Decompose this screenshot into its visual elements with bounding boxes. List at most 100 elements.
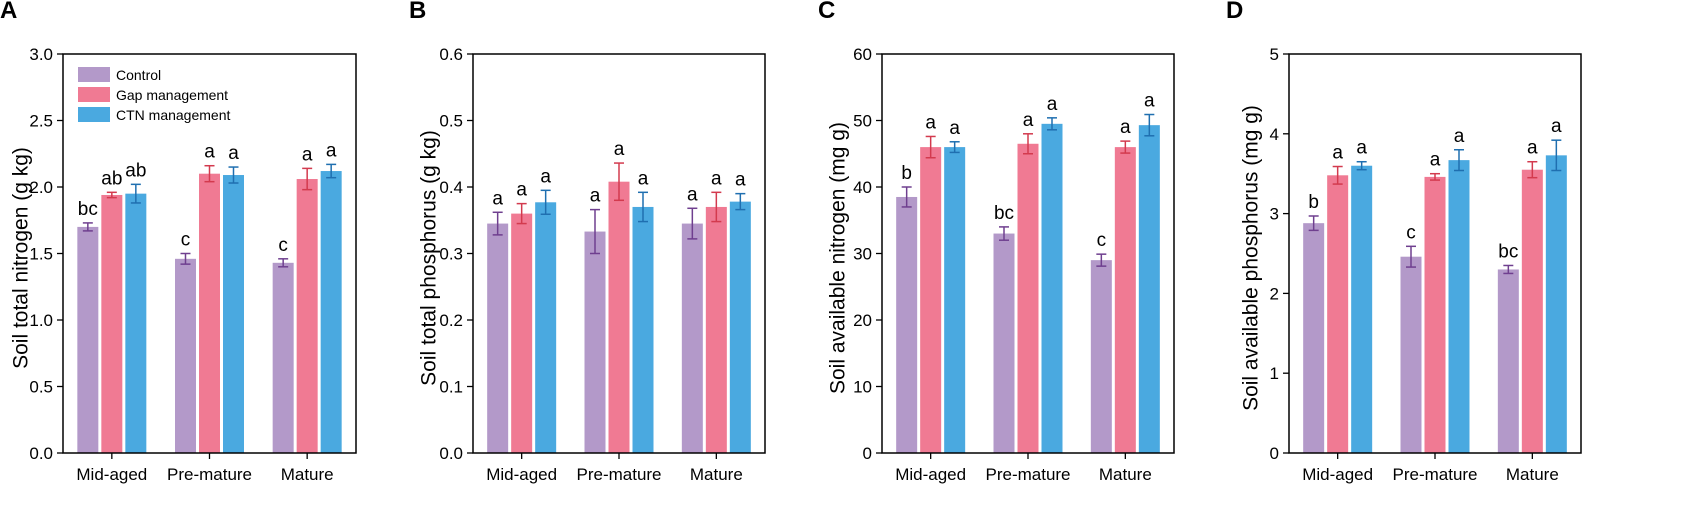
significance-letter: c bbox=[1097, 230, 1107, 251]
significance-letter: a bbox=[1527, 138, 1538, 159]
bar-ctn-management bbox=[632, 206, 654, 453]
bar-control bbox=[1090, 260, 1112, 453]
x-tick-label: Mid-aged bbox=[1302, 465, 1373, 484]
y-tick-label: 3.0 bbox=[29, 45, 53, 64]
significance-letter: a bbox=[1047, 94, 1058, 115]
y-tick-label: 5 bbox=[1270, 45, 1279, 64]
panel-a: A Soil total nitrogen (g kg) 0.0 0.5 1.0 1.5 2… bbox=[0, 0, 357, 484]
panel-c: C Soil available nitrogen (mg g) 0 10 20 30 40… bbox=[818, 0, 1175, 484]
panel-b: B Soil total phosphorus (g kg) 0.0 0.1 0.2 0.… bbox=[409, 0, 766, 484]
y-tick-label: 50 bbox=[853, 112, 872, 131]
significance-letter: bc bbox=[994, 203, 1014, 224]
bar-ctn-management bbox=[125, 193, 147, 453]
significance-letter: a bbox=[204, 142, 215, 163]
bar-gap-management bbox=[1017, 143, 1039, 453]
legend-swatch bbox=[78, 67, 110, 82]
bar-control bbox=[993, 233, 1015, 453]
x-tick-label: Pre-mature bbox=[576, 465, 661, 484]
plot-frame bbox=[472, 53, 766, 454]
bar-gap-management bbox=[1521, 169, 1543, 453]
y-tick-label: 2 bbox=[1270, 284, 1279, 303]
bar-gap-management bbox=[199, 173, 220, 453]
bar-control bbox=[1497, 269, 1519, 453]
significance-letter: a bbox=[1356, 138, 1367, 159]
bar-ctn-management bbox=[1138, 125, 1160, 453]
bar-gap-management bbox=[920, 147, 942, 453]
significance-letter: a bbox=[1454, 126, 1465, 147]
bar-ctn-management bbox=[1351, 165, 1373, 453]
significance-letter: a bbox=[326, 140, 337, 161]
significance-letter: a bbox=[949, 118, 960, 139]
bar-gap-management bbox=[1424, 176, 1446, 453]
panel-letter: D bbox=[1226, 0, 1243, 24]
significance-letter: a bbox=[735, 170, 746, 191]
y-tick-label: 0.5 bbox=[439, 112, 463, 131]
significance-letter: bc bbox=[78, 199, 98, 220]
y-tick-label: 30 bbox=[853, 245, 872, 264]
bar-control bbox=[896, 196, 918, 453]
bar-ctn-management bbox=[729, 201, 751, 453]
legend-label: Gap management bbox=[116, 87, 228, 103]
y-tick-label: 10 bbox=[853, 378, 872, 397]
x-tick-label: Mature bbox=[1099, 465, 1152, 484]
significance-letter: a bbox=[1430, 150, 1441, 171]
bar-gap-management bbox=[296, 179, 318, 453]
y-tick-label: 0.1 bbox=[439, 378, 463, 397]
bar-gap-management bbox=[608, 181, 630, 453]
y-tick-label: 0.6 bbox=[439, 45, 463, 64]
bar-ctn-management bbox=[223, 175, 244, 453]
panel-d: D Soil available phosphorus (mg g) 0 1 2 3 4 5 M… bbox=[1226, 0, 1582, 484]
legend-swatch bbox=[78, 107, 110, 122]
panel-letter: B bbox=[409, 0, 426, 24]
y-axis-label: Soil available phosphorus (mg g) bbox=[1240, 105, 1263, 411]
bar-gap-management bbox=[1327, 175, 1349, 453]
y-tick-label: 0.5 bbox=[29, 378, 53, 397]
significance-letter: a bbox=[540, 166, 551, 187]
panel-letter: C bbox=[818, 0, 835, 24]
bar-control bbox=[487, 223, 509, 453]
significance-letter: a bbox=[302, 144, 313, 165]
bar-control bbox=[584, 231, 606, 453]
y-tick-label: 0 bbox=[863, 444, 872, 463]
bar-control bbox=[1303, 223, 1325, 453]
y-tick-label: 0.4 bbox=[439, 178, 463, 197]
y-tick-label: 20 bbox=[853, 311, 872, 330]
x-tick-label: Mid-aged bbox=[486, 465, 557, 484]
significance-letter: a bbox=[1332, 143, 1343, 164]
significance-letter: c bbox=[1406, 222, 1416, 243]
x-tick-label: Pre-mature bbox=[1392, 465, 1477, 484]
y-tick-label: 2.5 bbox=[29, 112, 53, 131]
bar-control bbox=[175, 258, 196, 453]
significance-letter: a bbox=[590, 186, 601, 207]
plot-frame bbox=[881, 53, 1175, 454]
y-tick-label: 0.3 bbox=[439, 245, 463, 264]
plot-frame bbox=[1288, 53, 1582, 454]
significance-letter: bc bbox=[1498, 241, 1518, 262]
significance-letter: ab bbox=[125, 160, 146, 181]
significance-letter: a bbox=[638, 168, 649, 189]
significance-letter: b bbox=[1308, 192, 1319, 213]
significance-letter: a bbox=[516, 180, 527, 201]
y-axis-label: Soil total nitrogen (g kg) bbox=[10, 147, 33, 369]
y-tick-label: 40 bbox=[853, 178, 872, 197]
significance-letter: a bbox=[1120, 117, 1131, 138]
significance-letter: a bbox=[614, 139, 625, 160]
x-tick-label: Mature bbox=[690, 465, 743, 484]
y-tick-label: 2.0 bbox=[29, 178, 53, 197]
y-tick-label: 0.0 bbox=[29, 444, 53, 463]
bar-ctn-management bbox=[1545, 155, 1567, 453]
significance-letter: a bbox=[1144, 91, 1155, 112]
x-tick-label: Pre-mature bbox=[985, 465, 1070, 484]
y-tick-label: 4 bbox=[1270, 125, 1279, 144]
significance-letter: a bbox=[925, 112, 936, 133]
bar-gap-management bbox=[1114, 147, 1136, 453]
legend-label: Control bbox=[116, 67, 161, 83]
panel-letter: A bbox=[0, 0, 17, 24]
y-tick-label: 0.0 bbox=[439, 444, 463, 463]
y-tick-label: 1.0 bbox=[29, 311, 53, 330]
y-axis-label: Soil available nitrogen (mg g) bbox=[827, 122, 850, 394]
significance-letter: a bbox=[228, 143, 239, 164]
x-tick-label: Mid-aged bbox=[895, 465, 966, 484]
bar-ctn-management bbox=[1041, 123, 1063, 453]
